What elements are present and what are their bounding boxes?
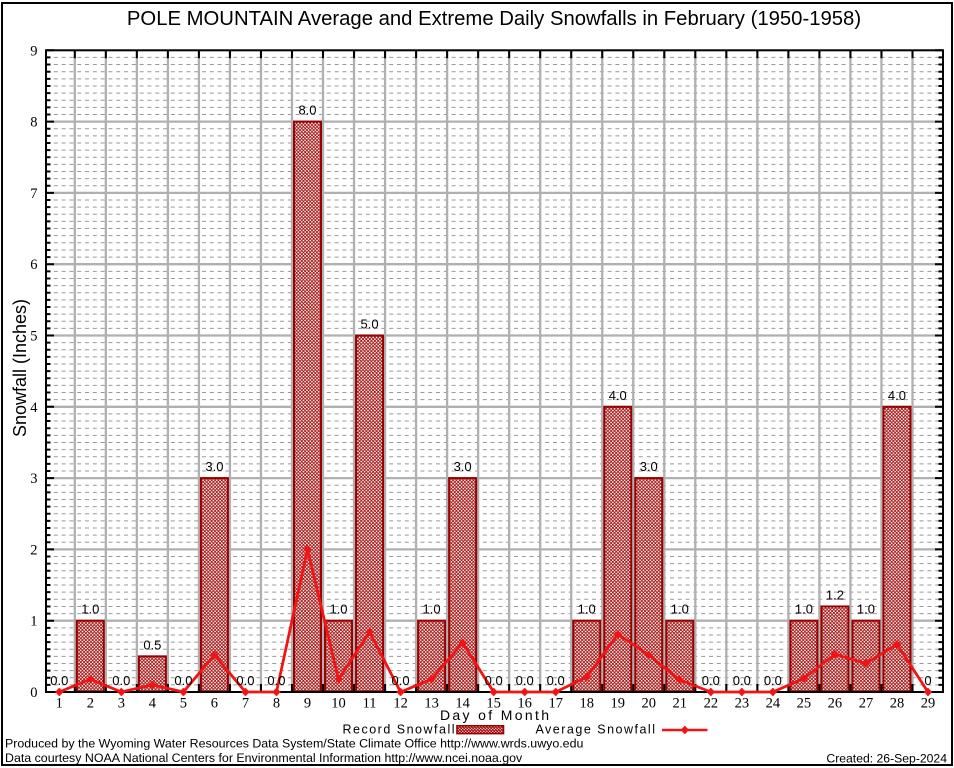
svg-text:1.0: 1.0 bbox=[671, 602, 689, 617]
svg-text:15: 15 bbox=[486, 696, 501, 712]
svg-text:5: 5 bbox=[180, 696, 187, 712]
svg-text:POLE MOUNTAIN Average and Extr: POLE MOUNTAIN Average and Extreme Daily … bbox=[127, 8, 861, 30]
svg-text:0: 0 bbox=[924, 673, 931, 688]
svg-text:3.0: 3.0 bbox=[454, 459, 472, 474]
svg-text:0.0: 0.0 bbox=[516, 673, 534, 688]
svg-text:0: 0 bbox=[30, 685, 37, 701]
svg-text:Day of Month: Day of Month bbox=[440, 707, 551, 723]
svg-text:0.0: 0.0 bbox=[485, 673, 503, 688]
svg-text:7: 7 bbox=[242, 696, 249, 712]
svg-text:22: 22 bbox=[704, 696, 719, 712]
svg-text:4.0: 4.0 bbox=[888, 388, 906, 403]
svg-text:1.0: 1.0 bbox=[329, 602, 347, 617]
svg-text:8: 8 bbox=[273, 696, 280, 712]
svg-text:1.0: 1.0 bbox=[81, 602, 99, 617]
svg-text:8: 8 bbox=[30, 115, 37, 131]
svg-text:12: 12 bbox=[393, 696, 408, 712]
svg-text:0.0: 0.0 bbox=[267, 673, 285, 688]
svg-text:2: 2 bbox=[30, 542, 37, 558]
svg-text:5: 5 bbox=[30, 329, 37, 345]
svg-text:13: 13 bbox=[424, 696, 439, 712]
svg-text:Snowfall (Inches): Snowfall (Inches) bbox=[10, 299, 30, 437]
svg-text:0.0: 0.0 bbox=[733, 673, 751, 688]
svg-text:25: 25 bbox=[797, 696, 812, 712]
svg-text:1: 1 bbox=[56, 696, 63, 712]
svg-text:0.0: 0.0 bbox=[392, 673, 410, 688]
svg-text:28: 28 bbox=[890, 696, 905, 712]
svg-text:20: 20 bbox=[642, 696, 657, 712]
svg-text:16: 16 bbox=[517, 696, 532, 712]
svg-text:0.0: 0.0 bbox=[236, 673, 254, 688]
svg-text:21: 21 bbox=[673, 696, 688, 712]
svg-text:0.0: 0.0 bbox=[702, 673, 720, 688]
svg-text:1.2: 1.2 bbox=[826, 587, 844, 602]
svg-text:8.0: 8.0 bbox=[298, 103, 316, 118]
svg-text:9: 9 bbox=[30, 43, 37, 59]
svg-text:1.0: 1.0 bbox=[578, 602, 596, 617]
svg-text:4: 4 bbox=[30, 400, 38, 416]
svg-text:9: 9 bbox=[304, 696, 311, 712]
svg-text:Record Snowfall: Record Snowfall bbox=[342, 723, 456, 737]
svg-text:0.0: 0.0 bbox=[764, 673, 782, 688]
svg-text:0.0: 0.0 bbox=[547, 673, 565, 688]
svg-text:2: 2 bbox=[87, 696, 94, 712]
svg-text:24: 24 bbox=[766, 696, 781, 712]
svg-text:1: 1 bbox=[30, 614, 37, 630]
svg-text:3.0: 3.0 bbox=[640, 459, 658, 474]
svg-text:4.0: 4.0 bbox=[609, 388, 627, 403]
svg-text:0.0: 0.0 bbox=[112, 673, 130, 688]
svg-text:6: 6 bbox=[211, 696, 218, 712]
svg-text:23: 23 bbox=[735, 696, 750, 712]
svg-text:0.0: 0.0 bbox=[174, 673, 192, 688]
svg-text:7: 7 bbox=[30, 186, 37, 202]
svg-text:3.0: 3.0 bbox=[205, 459, 223, 474]
svg-text:1.0: 1.0 bbox=[857, 602, 875, 617]
svg-text:3: 3 bbox=[118, 696, 125, 712]
svg-text:Data courtesy NOAA National Ce: Data courtesy NOAA National Centers for … bbox=[5, 751, 523, 765]
svg-text:3: 3 bbox=[30, 471, 37, 487]
svg-text:11: 11 bbox=[363, 696, 377, 712]
svg-text:10: 10 bbox=[331, 696, 346, 712]
svg-text:0.5: 0.5 bbox=[143, 637, 161, 652]
svg-text:0.0: 0.0 bbox=[50, 673, 68, 688]
svg-text:29: 29 bbox=[921, 696, 936, 712]
svg-text:5.0: 5.0 bbox=[361, 317, 379, 332]
svg-text:Average Snowfall: Average Snowfall bbox=[535, 723, 656, 737]
svg-text:4: 4 bbox=[149, 696, 157, 712]
svg-text:19: 19 bbox=[611, 696, 626, 712]
svg-text:17: 17 bbox=[548, 696, 563, 712]
svg-text:14: 14 bbox=[455, 696, 470, 712]
svg-text:6: 6 bbox=[30, 257, 37, 273]
svg-text:26: 26 bbox=[828, 696, 843, 712]
svg-text:1.0: 1.0 bbox=[423, 602, 441, 617]
svg-text:1.0: 1.0 bbox=[795, 602, 813, 617]
svg-text:Produced by the Wyoming Water: Produced by the Wyoming Water Resources … bbox=[5, 737, 583, 751]
svg-text:Created: 26-Sep-2024: Created: 26-Sep-2024 bbox=[826, 752, 947, 766]
svg-text:27: 27 bbox=[859, 696, 874, 712]
svg-text:18: 18 bbox=[579, 696, 594, 712]
